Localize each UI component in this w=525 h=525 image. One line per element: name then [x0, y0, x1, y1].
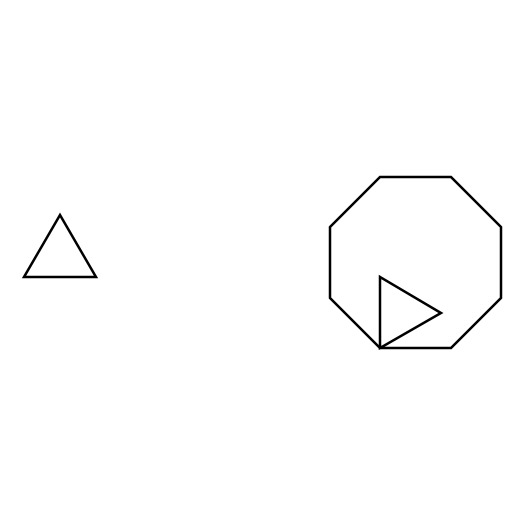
inner-triangle [378, 274, 444, 351]
octagon [328, 175, 503, 350]
left-triangle [21, 212, 99, 279]
